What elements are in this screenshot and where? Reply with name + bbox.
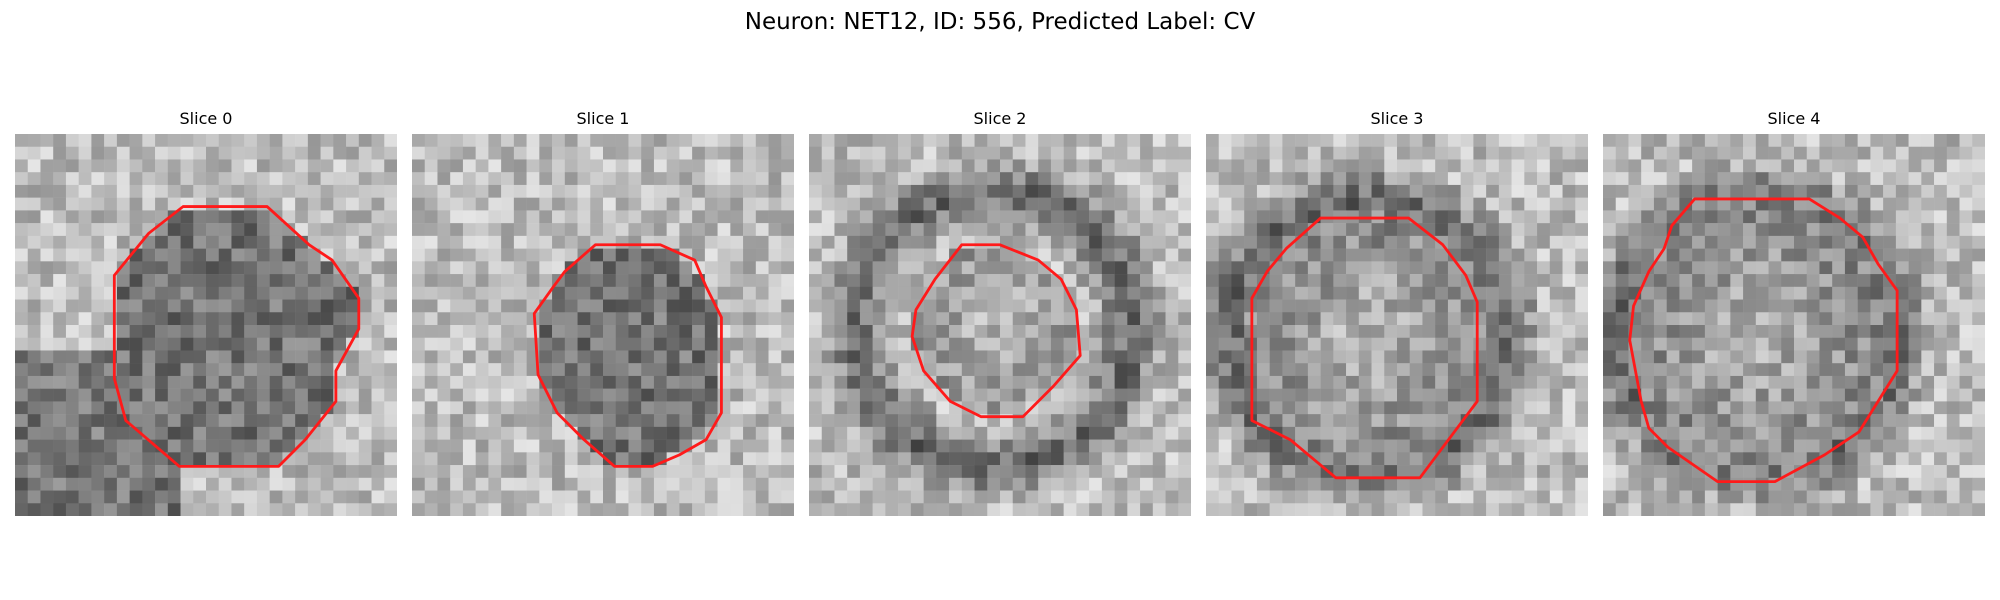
red-contour-3 [1250,216,1479,480]
slice-image-2 [809,134,1191,516]
slice-panel-3: Slice 3 [1206,108,1588,516]
pixel-grid-3 [1206,134,1588,516]
slice-title-1: Slice 1 [576,109,630,128]
red-contour-1 [532,243,723,468]
pixel-grid-2 [809,134,1191,516]
slice-image-1 [412,134,794,516]
slice-title-0: Slice 0 [179,109,233,128]
figure-title: Neuron: NET12, ID: 556, Predicted Label:… [744,9,1256,35]
slice-title-2: Slice 2 [973,109,1027,128]
slice-image-4 [1603,134,1985,516]
slice-panel-0: Slice 0 [15,108,397,516]
red-contour-2 [910,243,1082,419]
slice-image-0 [15,134,397,516]
slice-panel-2: Slice 2 [809,108,1191,516]
slice-image-3 [1206,134,1588,516]
pixel-grid-4 [1603,134,1985,516]
red-contour-4 [1628,197,1899,484]
slice-panel-1: Slice 1 [412,108,794,516]
pixel-grid-1 [412,134,794,516]
red-contour-0 [112,205,361,468]
slice-title-3: Slice 3 [1370,109,1424,128]
pixel-grid-0 [15,134,397,516]
slice-title-4: Slice 4 [1767,109,1821,128]
slice-panel-4: Slice 4 [1603,108,1985,516]
